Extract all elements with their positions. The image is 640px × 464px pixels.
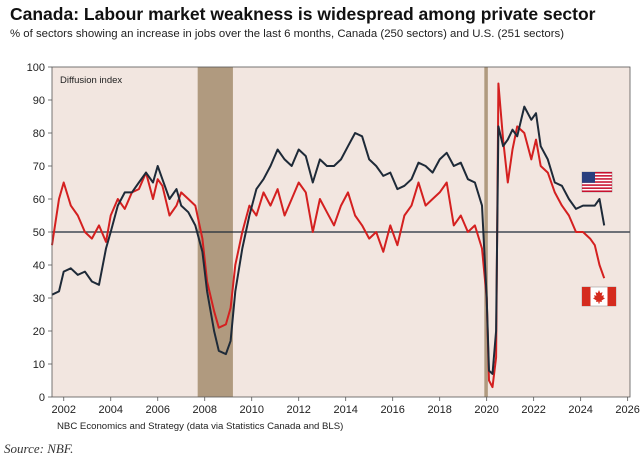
x-tick-label: 2014	[333, 404, 357, 416]
x-tick-label: 2004	[98, 404, 122, 416]
x-tick-label: 2020	[474, 404, 498, 416]
y-tick-label: 80	[33, 128, 45, 140]
series-lines	[51, 82, 606, 389]
y-tick-label: 70	[33, 161, 45, 173]
chart-title: Canada: Labour market weakness is widesp…	[10, 4, 596, 24]
x-tick-label: 2012	[286, 404, 310, 416]
series-line-canada	[51, 82, 606, 389]
y-tick-label: 0	[39, 392, 45, 404]
y-tick-label: 50	[33, 227, 45, 239]
y-tick-label: 20	[33, 326, 45, 338]
series-line-us	[51, 105, 606, 375]
y-axis-label: Diffusion index	[60, 75, 122, 86]
y-tick-label: 30	[33, 293, 45, 305]
canada-flag-icon	[581, 286, 617, 307]
x-tick-label: 2018	[427, 404, 451, 416]
y-tick-label: 10	[33, 359, 45, 371]
x-tick-label: 2016	[380, 404, 404, 416]
x-tick-label: 2026	[615, 404, 639, 416]
y-tick-label: 100	[27, 62, 45, 74]
us-flag-icon	[581, 171, 613, 193]
x-tick-label: 2002	[52, 404, 76, 416]
y-axis-ticks: 0 10 20 30 40 50 60 70 80 90 100	[27, 62, 52, 404]
y-tick-label: 60	[33, 194, 45, 206]
source-caption: Source: NBF.	[4, 441, 74, 456]
x-tick-label: 2006	[145, 404, 169, 416]
x-tick-label: 2024	[568, 404, 592, 416]
x-tick-label: 2010	[239, 404, 263, 416]
x-tick-label: 2008	[192, 404, 216, 416]
x-tick-label: 2022	[521, 404, 545, 416]
chart-subtitle: % of sectors showing an increase in jobs…	[10, 28, 564, 40]
x-axis-ticks: 2002 2004 2006 2008 2010 2012 2014 2016 2018 2020…	[52, 397, 640, 416]
y-tick-label: 90	[33, 95, 45, 107]
y-tick-label: 40	[33, 260, 45, 272]
chart-note: NBC Economics and Strategy (data via Sta…	[57, 421, 344, 432]
